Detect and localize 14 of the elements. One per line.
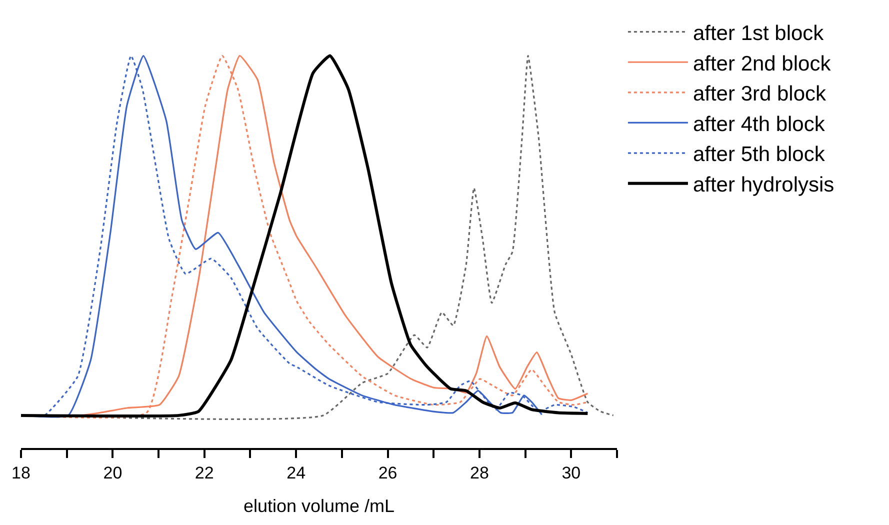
- legend-label: after 1st block: [692, 22, 824, 46]
- x-tick-label: 26: [378, 463, 398, 482]
- x-tick-label: 24: [286, 463, 306, 482]
- x-axis-title: elution volume /mL: [243, 496, 395, 516]
- legend-label: after hydrolysis: [692, 174, 834, 197]
- legend-label: after 4th block: [692, 112, 826, 136]
- legend-label: after 2nd block: [692, 52, 832, 76]
- x-tick-label: 20: [103, 463, 122, 482]
- x-tick-label: 22: [194, 463, 214, 482]
- legend-label: after 5th block: [692, 143, 826, 166]
- x-tick-label: 18: [12, 463, 30, 482]
- legend-label: after 3rd block: [692, 82, 827, 106]
- x-tick-label: 30: [562, 463, 581, 482]
- x-tick-label: 28: [470, 463, 489, 482]
